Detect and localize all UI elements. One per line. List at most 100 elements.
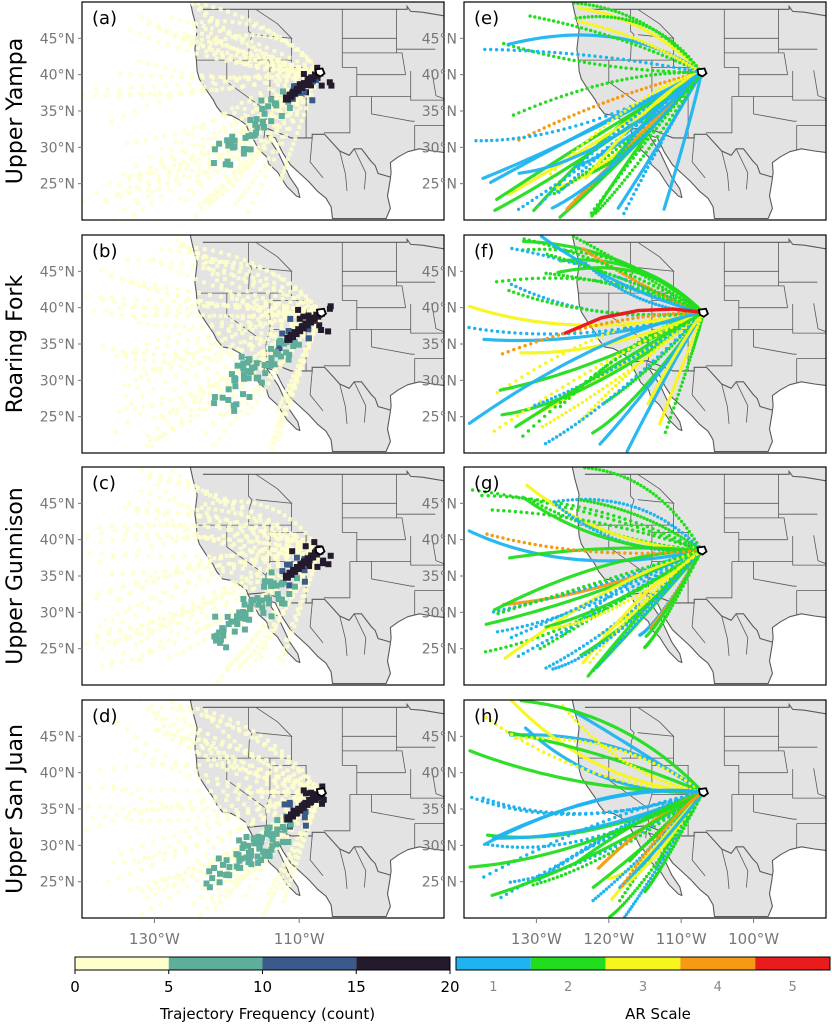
freq-cell (280, 551, 285, 556)
freq-cell (240, 316, 245, 321)
trajectory-point (602, 6, 607, 10)
freq-cell (198, 577, 203, 581)
freq-cell (232, 884, 237, 889)
trajectory-point (593, 62, 597, 66)
freq-cell (264, 758, 269, 762)
freq-cell (219, 555, 224, 560)
freq-cell (219, 338, 224, 343)
trajectory-point (558, 51, 563, 55)
freq-cell (207, 197, 212, 202)
freq-cell (206, 266, 210, 271)
freq-cell (263, 302, 268, 307)
freq-cell (249, 157, 254, 162)
freq-cell (245, 731, 250, 736)
trajectory-point (502, 41, 506, 46)
freq-cell (298, 850, 303, 855)
freq-cell (265, 114, 270, 119)
trajectory-point (667, 125, 672, 130)
freq-cell (122, 859, 127, 864)
freq-cell (194, 584, 199, 589)
freq-cell (270, 334, 275, 339)
freq-cell (155, 345, 159, 350)
freq-cell (198, 535, 203, 540)
freq-cell (221, 185, 226, 190)
state-border (353, 613, 367, 655)
freq-cell (264, 45, 269, 50)
freq-cell (191, 352, 196, 357)
freq-cell (226, 525, 231, 530)
freq-cell (240, 173, 245, 178)
freq-cell (190, 75, 195, 80)
freq-cell (257, 307, 262, 312)
freq-cell (301, 333, 306, 338)
freq-cell (203, 152, 208, 157)
freq-cell (172, 163, 176, 167)
freq-cell (310, 814, 315, 819)
trajectory-point (651, 68, 655, 73)
freq-cell (212, 37, 217, 42)
trajectory-point (533, 133, 538, 138)
freq-cell (140, 93, 145, 98)
freq-cell (147, 855, 152, 860)
freq-cell (243, 163, 248, 168)
freq-cell (195, 731, 200, 736)
freq-cell (168, 411, 172, 415)
freq-cell (211, 268, 216, 273)
freq-cell (210, 501, 215, 506)
freq-cell (130, 657, 134, 662)
trajectory-point (676, 78, 680, 83)
freq-cell (298, 842, 303, 847)
trajectory-point (553, 187, 557, 191)
country-border (584, 4, 826, 17)
freq-cell (174, 566, 179, 570)
freq-cell (188, 737, 193, 741)
trajectory-point (620, 181, 624, 185)
freq-cell (306, 582, 311, 587)
trajectory-point (650, 157, 655, 161)
freq-cell (127, 810, 132, 815)
freq-cell (284, 536, 289, 541)
freq-cell (247, 117, 254, 123)
freq-cell (234, 36, 238, 41)
freq-cell (220, 55, 225, 60)
freq-cell (282, 572, 291, 581)
freq-cell (177, 356, 182, 361)
trajectory-point (569, 179, 573, 184)
freq-cell (212, 605, 217, 610)
freq-cell (220, 569, 225, 574)
freq-cell (287, 821, 294, 828)
freq-cell (139, 488, 143, 493)
freq-cell (173, 874, 178, 879)
freq-cell (302, 352, 307, 357)
freq-cell (263, 559, 268, 564)
freq-cell (275, 123, 280, 128)
freq-cell (147, 648, 152, 652)
freq-cell (265, 778, 270, 782)
freq-cell (179, 91, 184, 96)
freq-cell (152, 710, 157, 715)
freq-cell (165, 92, 170, 97)
lat-tick-label: 35°N (40, 104, 75, 120)
trajectory-point (611, 97, 615, 102)
freq-cell (283, 63, 288, 68)
freq-cell (272, 100, 279, 107)
freq-cell (243, 732, 248, 737)
freq-cell (188, 413, 193, 418)
freq-cell (208, 860, 213, 865)
freq-cell (272, 367, 277, 372)
freq-cell (289, 69, 294, 74)
freq-cell (186, 289, 190, 293)
freq-cell (293, 538, 298, 543)
freq-cell (238, 141, 243, 146)
freq-cell (243, 867, 248, 872)
freq-cell (229, 888, 234, 893)
freq-cell (267, 541, 272, 546)
freq-cell (262, 760, 267, 765)
freq-cell (223, 174, 228, 179)
freq-cell (150, 171, 155, 176)
freq-cell (200, 150, 205, 155)
freq-cell (179, 738, 184, 743)
freq-cell (117, 596, 122, 601)
freq-cell (260, 51, 265, 56)
freq-cell (243, 822, 248, 827)
